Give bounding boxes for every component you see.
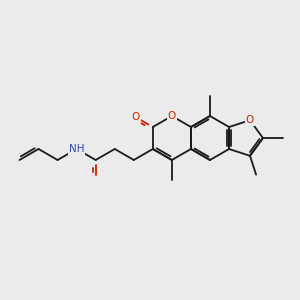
Text: O: O <box>168 111 176 121</box>
Text: O: O <box>246 115 254 125</box>
Text: NH: NH <box>69 144 84 154</box>
Text: O: O <box>132 112 140 122</box>
